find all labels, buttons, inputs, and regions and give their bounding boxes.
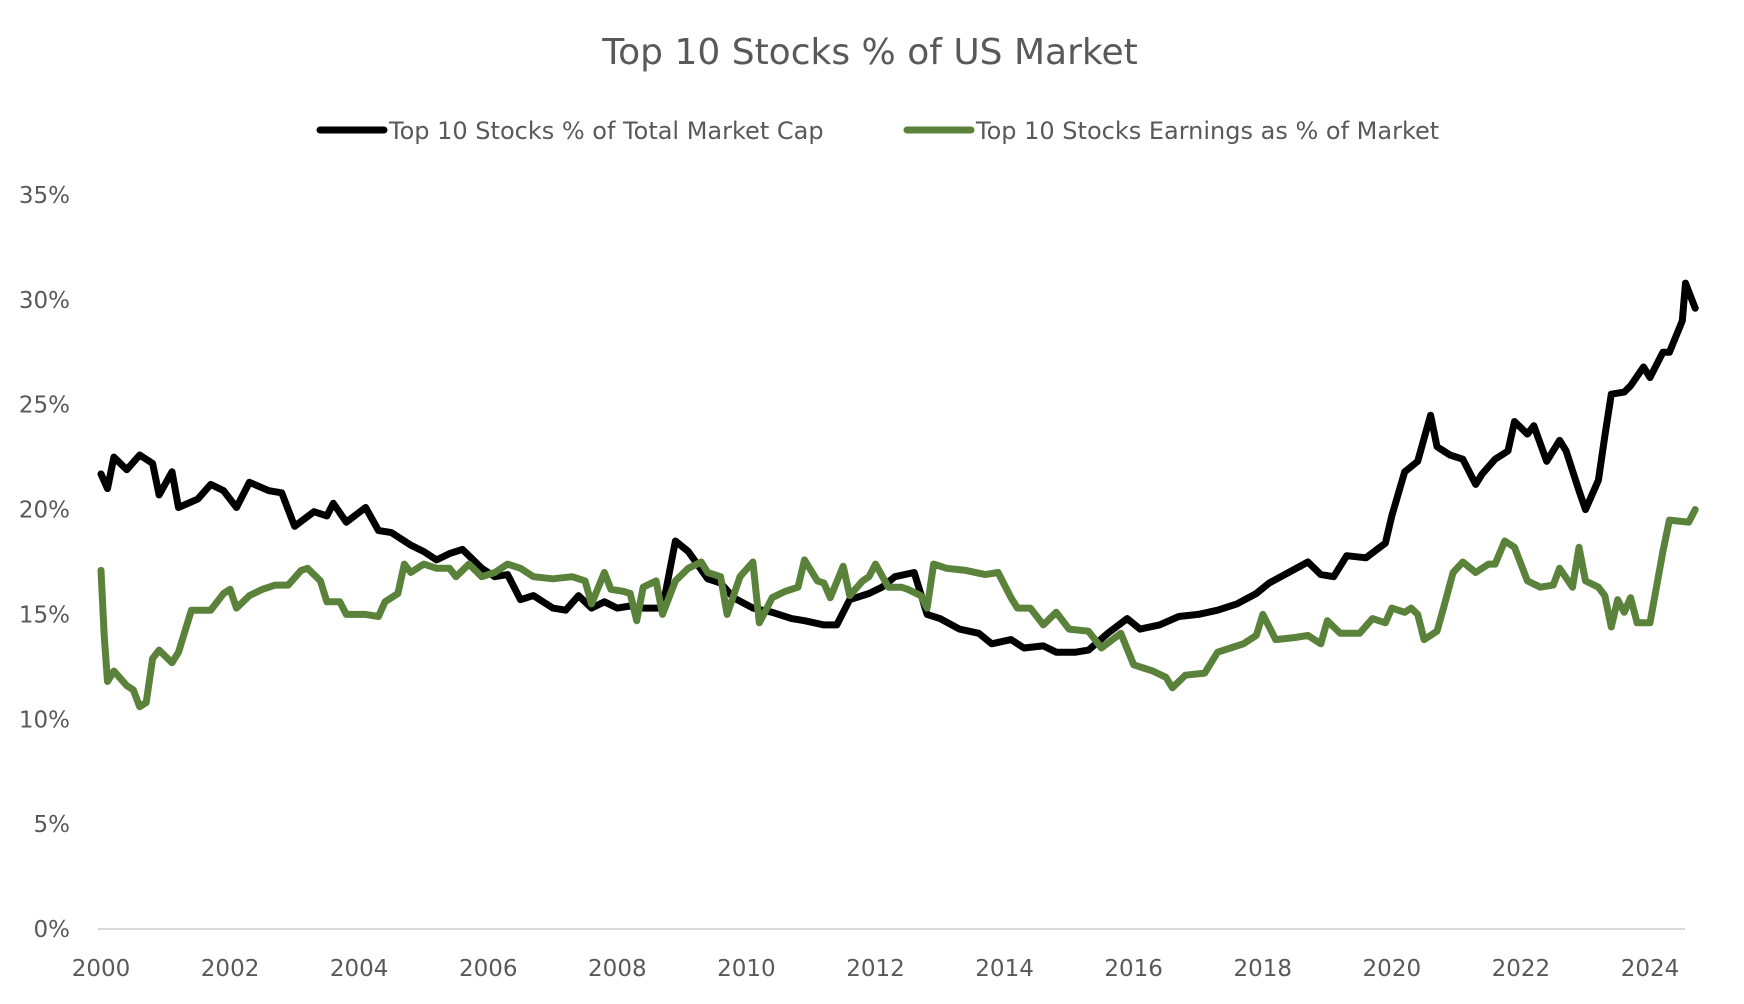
x-tick-label: 2006: [459, 956, 518, 982]
x-tick-label: 2014: [975, 956, 1034, 982]
x-tick-label: 2012: [846, 956, 905, 982]
x-tick-label: 2004: [330, 956, 389, 982]
x-tick-label: 2002: [201, 956, 260, 982]
y-tick-label: 30%: [19, 288, 70, 314]
series-layer: [97, 279, 1699, 711]
y-tick-label: 5%: [34, 812, 71, 838]
y-tick-label: 10%: [19, 707, 70, 733]
x-tick-label: 2024: [1621, 956, 1680, 982]
x-tick-label: 2018: [1233, 956, 1292, 982]
legend-label-earnings: Top 10 Stocks Earnings as % of Market: [975, 117, 1439, 145]
legend: Top 10 Stocks % of Total Market Cap Top …: [316, 117, 1439, 145]
x-tick-label: 2010: [717, 956, 776, 982]
x-tick-label: 2008: [588, 956, 647, 982]
y-tick-label: 0%: [34, 917, 71, 943]
legend-item-earnings[interactable]: Top 10 Stocks Earnings as % of Market: [903, 117, 1439, 145]
y-tick-label: 20%: [19, 498, 70, 524]
legend-item-market-cap[interactable]: Top 10 Stocks % of Total Market Cap: [316, 117, 824, 145]
series-line-earnings: [97, 506, 1699, 711]
chart-title: Top 10 Stocks % of US Market: [601, 32, 1137, 73]
x-tick-label: 2000: [72, 956, 131, 982]
y-tick-label: 15%: [19, 602, 70, 628]
x-tick-label: 2022: [1492, 956, 1551, 982]
x-tick-label: 2020: [1363, 956, 1422, 982]
y-tick-label: 35%: [19, 183, 70, 209]
x-tick-label: 2016: [1104, 956, 1163, 982]
y-tick-label: 25%: [19, 393, 70, 419]
legend-label-market-cap: Top 10 Stocks % of Total Market Cap: [388, 117, 824, 145]
y-axis: 0% 5% 10% 15% 20% 25% 30% 35%: [19, 183, 70, 943]
series-line-market-cap: [97, 279, 1699, 656]
x-axis: 2000 2002 2004 2006 2008 2010 2012 2014 2016 2018…: [72, 956, 1680, 982]
